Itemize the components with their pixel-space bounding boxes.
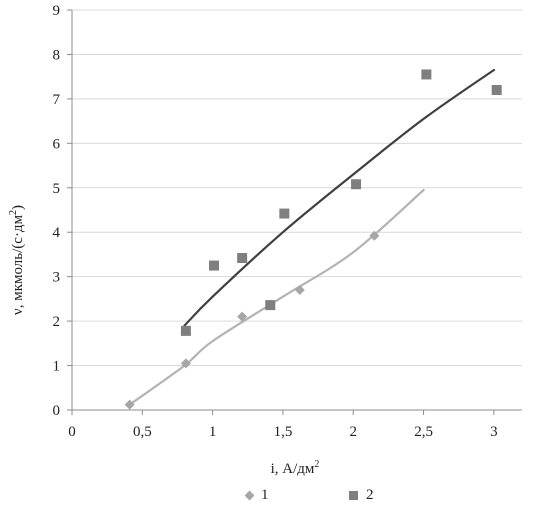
- point-series-2-1: [209, 260, 220, 271]
- point-series-2-6: [421, 69, 432, 80]
- x-tick-label-6: 3: [490, 424, 498, 440]
- trend-line-series-1: [128, 188, 425, 406]
- trend-line-series-2: [183, 68, 495, 327]
- x-axis-title: i, А/дм2: [271, 459, 320, 477]
- legend-item-series-2: 2: [349, 487, 374, 504]
- chart: 0 1 2 3 4 5 6 7 8 9 0 0,5 1 1,5 2 2,5 3 i, А/дм2 ν, мкмо…: [8, 3, 522, 477]
- point-series-2-5: [351, 179, 362, 190]
- data-points: [124, 69, 502, 410]
- y-tick-label-6: 6: [53, 136, 61, 152]
- diamond-marker-icon: [244, 490, 255, 501]
- point-series-2-4: [279, 208, 290, 219]
- point-series-1-0: [124, 399, 135, 410]
- y-tick-label-8: 8: [53, 47, 61, 63]
- x-tick-label-3: 1,5: [274, 424, 293, 440]
- point-series-2-2: [237, 253, 248, 263]
- y-tick-label-7: 7: [53, 92, 61, 108]
- y-tick-label-5: 5: [53, 181, 61, 197]
- y-tick-label-1: 1: [53, 359, 61, 375]
- tick-labels: 0 1 2 3 4 5 6 7 8 9 0 0,5 1 1,5 2 2,5 3: [53, 3, 498, 440]
- point-series-1-3: [294, 285, 305, 295]
- x-tick-label-5: 2,5: [414, 424, 433, 440]
- y-tick-label-9: 9: [53, 3, 61, 19]
- point-series-2-7: [491, 85, 502, 95]
- point-series-2-3: [265, 300, 276, 311]
- point-series-1-2: [237, 311, 248, 322]
- point-series-1-1: [180, 358, 191, 369]
- y-tick-label-0: 0: [53, 403, 61, 419]
- x-tick-label-2: 1: [209, 424, 217, 440]
- point-series-1-4: [369, 230, 380, 241]
- trend-lines: [128, 68, 495, 406]
- point-series-2-0: [180, 325, 191, 336]
- legend-item-series-1: 1: [244, 487, 269, 504]
- x-tick-label-0: 0: [68, 424, 76, 440]
- y-tick-label-3: 3: [53, 270, 61, 286]
- legend-label-series-1: 1: [261, 487, 269, 503]
- grid: [72, 9, 522, 367]
- x-tick-label-4: 2: [350, 424, 358, 440]
- y-tick-label-2: 2: [53, 314, 61, 330]
- axes: [67, 9, 522, 415]
- square-marker-icon: [349, 491, 358, 500]
- x-tick-label-1: 0,5: [133, 424, 152, 440]
- legend-label-series-2: 2: [366, 487, 374, 503]
- y-axis-title: ν, мкмоль/(с·дм2): [8, 205, 26, 315]
- y-tick-label-4: 4: [53, 225, 61, 241]
- legend: 1 2: [0, 487, 535, 509]
